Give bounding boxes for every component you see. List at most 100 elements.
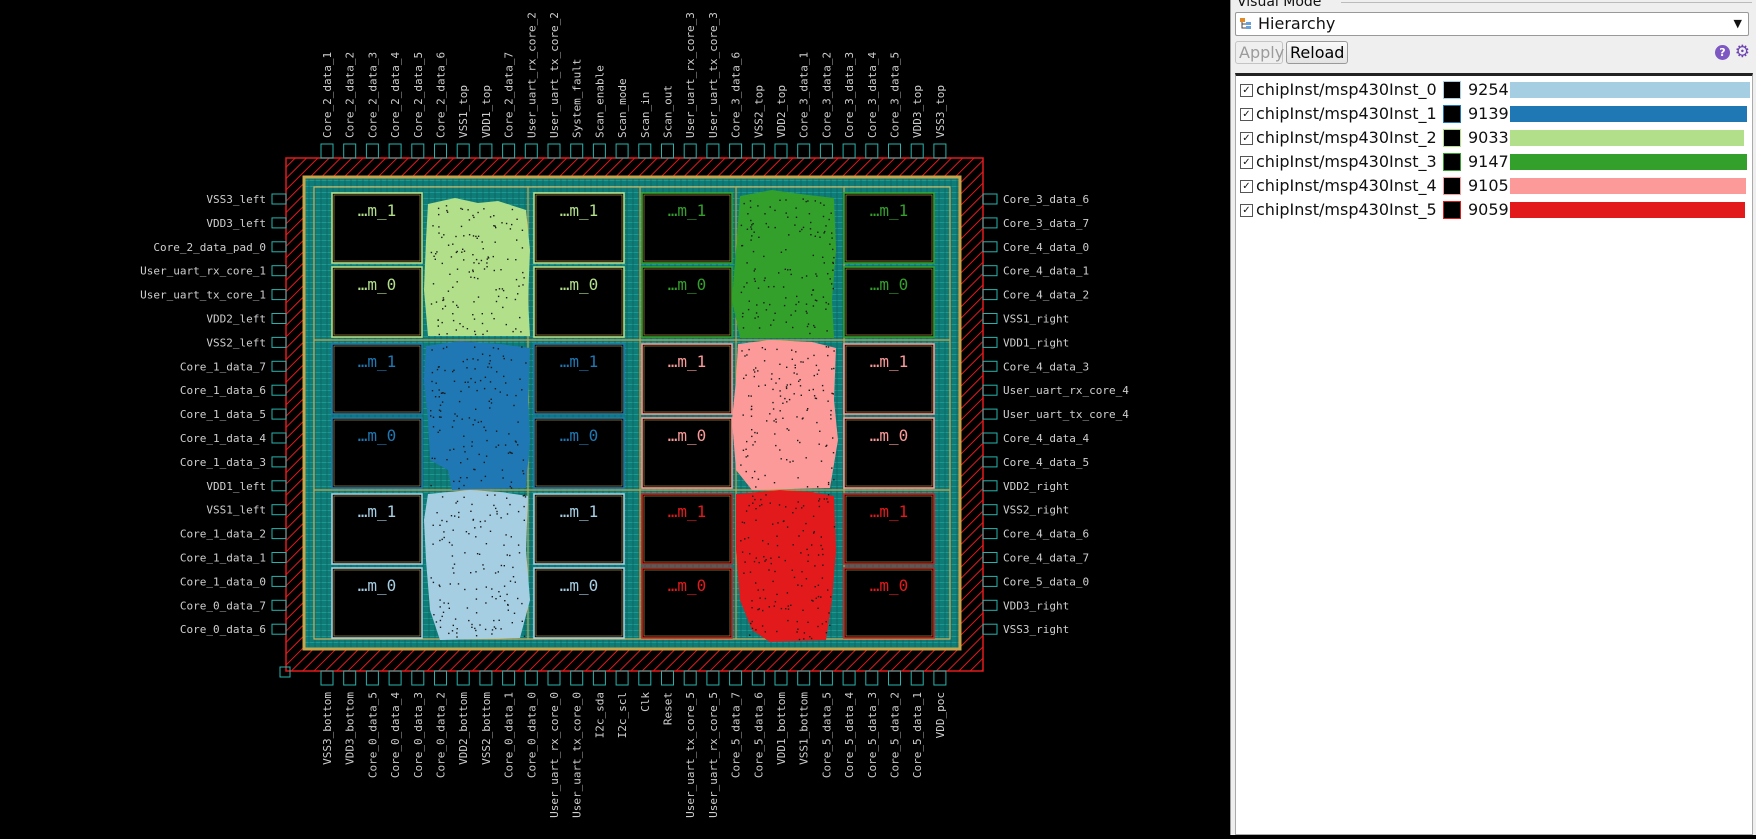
- macro-block[interactable]: [641, 266, 733, 338]
- instance-color-swatch[interactable]: [1443, 105, 1461, 123]
- instance-row[interactable]: ✓ chipInst/msp430Inst_5 9059: [1236, 198, 1750, 222]
- cell-speck: [749, 553, 751, 555]
- cell-speck: [485, 602, 487, 604]
- pin-label-bottom: Core_5_data_4: [843, 692, 856, 778]
- instance-checkbox[interactable]: ✓: [1240, 84, 1253, 97]
- cell-speck: [830, 418, 832, 420]
- macro-block[interactable]: [641, 192, 733, 264]
- instance-row[interactable]: ✓ chipInst/msp430Inst_3 9147: [1236, 150, 1750, 174]
- pin-label-top: Scan_mode: [616, 78, 629, 138]
- instance-row[interactable]: ✓ chipInst/msp430Inst_1 9139: [1236, 102, 1750, 126]
- cell-speck: [486, 258, 488, 260]
- pin-label-top: VSS1_top: [457, 85, 470, 138]
- instance-row[interactable]: ✓ chipInst/msp430Inst_4 9105: [1236, 174, 1750, 198]
- cell-speck: [460, 390, 462, 393]
- macro-block[interactable]: [533, 493, 625, 565]
- cell-speck: [752, 250, 755, 253]
- pin-label-top: VSS2_top: [752, 85, 765, 138]
- pin-label-right: VSS3_right: [1003, 623, 1069, 636]
- pin-right-pad: [982, 384, 998, 396]
- instance-checkbox[interactable]: ✓: [1240, 180, 1253, 193]
- cell-speck: [809, 332, 811, 335]
- pin-right-pad: [982, 313, 998, 324]
- macro-block[interactable]: [641, 343, 733, 415]
- apply-button[interactable]: Apply: [1235, 41, 1284, 64]
- cell-speck: [515, 441, 517, 443]
- instance-checkbox[interactable]: ✓: [1240, 132, 1253, 145]
- macro-block[interactable]: [843, 567, 935, 639]
- macro-block[interactable]: [641, 493, 733, 565]
- layout-canvas[interactable]: …m_1 …m_0 …m_1 …m_0 …m_1 …m_0 …m_1 …m_0 …m_1 …m_0…: [0, 0, 1230, 835]
- cell-speck: [440, 416, 442, 418]
- instance-color-swatch[interactable]: [1443, 201, 1461, 219]
- cell-speck: [454, 515, 456, 517]
- macro-block[interactable]: [843, 192, 935, 264]
- cell-speck: [438, 389, 440, 391]
- macro-block[interactable]: [331, 192, 423, 264]
- macro-block[interactable]: [533, 192, 625, 264]
- pin-label-bottom: Core_0_data_4: [389, 692, 402, 778]
- chevron-down-icon[interactable]: ▼: [1733, 17, 1742, 30]
- macro-block[interactable]: [331, 417, 423, 489]
- gear-icon[interactable]: ⚙: [1734, 42, 1750, 62]
- macro-block[interactable]: [533, 567, 625, 639]
- cell-speck: [805, 310, 807, 313]
- cell-speck: [754, 470, 756, 473]
- macro-block[interactable]: [641, 567, 733, 639]
- macro-block[interactable]: [843, 343, 935, 415]
- cell-speck: [447, 244, 450, 246]
- macro-blocks[interactable]: …m_1 …m_0 …m_1 …m_0 …m_1 …m_0 …m_1 …m_0 …m_1 …m_0…: [331, 192, 935, 639]
- cell-speck: [471, 623, 473, 626]
- cell-speck: [807, 621, 809, 623]
- macro-block[interactable]: [843, 266, 935, 338]
- pin-top-pad: [661, 143, 674, 159]
- cell-speck: [442, 347, 445, 350]
- instance-checkbox[interactable]: ✓: [1240, 156, 1253, 169]
- macro-block[interactable]: [331, 343, 423, 415]
- cell-speck: [484, 520, 486, 522]
- pin-label-top: System_fault: [571, 59, 584, 138]
- cell-speck: [819, 236, 821, 238]
- help-icon[interactable]: ?: [1715, 45, 1730, 60]
- pins-bottom: VSS3_bottom VDD3_bottom Core_0_data_5 Core_…: [320, 670, 947, 818]
- macro-label: …m_0: [870, 426, 909, 445]
- cell-speck: [754, 280, 756, 282]
- reload-button[interactable]: Reload: [1286, 41, 1348, 64]
- macro-block[interactable]: [843, 417, 935, 489]
- macro-block[interactable]: [331, 493, 423, 565]
- cell-speck: [475, 629, 477, 632]
- instance-name: chipInst/msp430Inst_0: [1256, 80, 1437, 99]
- cell-speck: [831, 392, 833, 395]
- instance-color-swatch[interactable]: [1443, 129, 1461, 147]
- instance-list[interactable]: ✓ chipInst/msp430Inst_0 9254 ✓ chipInst/msp4…: [1235, 73, 1753, 835]
- mode-select[interactable]: Hierarchy ▼: [1235, 12, 1749, 36]
- cell-speck: [787, 605, 789, 607]
- cell-speck: [779, 410, 781, 412]
- cell-speck: [491, 588, 493, 590]
- cell-speck: [785, 297, 787, 299]
- macro-block[interactable]: [331, 567, 423, 639]
- instance-row[interactable]: ✓ chipInst/msp430Inst_0 9254: [1236, 78, 1750, 102]
- pin-label-right: Core_4_data_1: [1003, 265, 1089, 278]
- cell-speck: [492, 255, 494, 258]
- instance-checkbox[interactable]: ✓: [1240, 108, 1253, 121]
- macro-block[interactable]: [641, 417, 733, 489]
- instance-checkbox[interactable]: ✓: [1240, 204, 1253, 217]
- instance-color-swatch[interactable]: [1443, 81, 1461, 99]
- macro-block[interactable]: [533, 266, 625, 338]
- cell-speck: [807, 560, 809, 562]
- instance-color-swatch[interactable]: [1443, 177, 1461, 195]
- instance-row[interactable]: ✓ chipInst/msp430Inst_2 9033: [1236, 126, 1750, 150]
- cell-speck: [490, 366, 493, 369]
- cell-speck: [473, 276, 476, 279]
- macro-block[interactable]: [331, 266, 423, 338]
- pin-label-right: Core_4_data_7: [1003, 552, 1089, 565]
- instance-color-swatch[interactable]: [1443, 153, 1461, 171]
- cell-speck: [436, 368, 439, 371]
- chip-layout[interactable]: …m_1 …m_0 …m_1 …m_0 …m_1 …m_0 …m_1 …m_0 …m_1 …m_0…: [0, 0, 1230, 835]
- cell-speck: [826, 330, 828, 332]
- cell-speck: [516, 218, 518, 220]
- macro-block[interactable]: [843, 493, 935, 565]
- macro-block[interactable]: [533, 417, 625, 489]
- macro-block[interactable]: [533, 343, 625, 415]
